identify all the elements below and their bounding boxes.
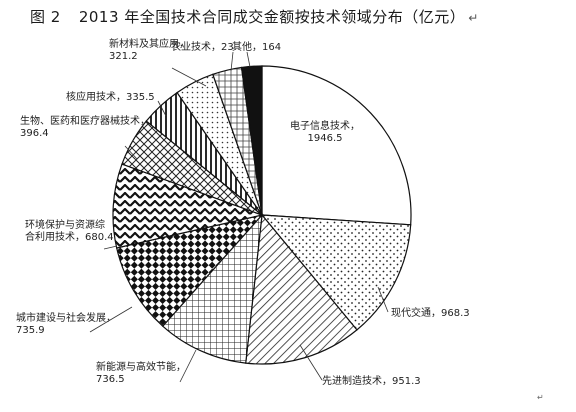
paragraph-mark: ↵ — [468, 11, 479, 25]
slice-label: 现代交通，968.3 — [391, 306, 470, 319]
slice-label: 环境保护与资源综合利用技术，680.4 — [25, 218, 114, 243]
figure-number: 图 2 — [30, 8, 61, 26]
leader-line — [179, 349, 197, 383]
slice-label: 新材料及其应用， 321.2 — [109, 37, 189, 62]
slice-labels: 电子信息技术， 1946.5 现代交通，968.3 先进制造技术，951.3 新能源与高… — [16, 37, 470, 387]
pie-slice — [260, 214, 412, 331]
slice-label: 新能源与高效节能， 736.5 — [96, 360, 186, 385]
leader-line — [124, 145, 138, 160]
leader-line — [171, 67, 207, 87]
leader-line — [89, 306, 133, 333]
leader-line — [103, 245, 118, 250]
leader-line — [246, 51, 251, 68]
pie-slice — [240, 65, 263, 216]
slice-label: 核应用技术，335.5 — [66, 90, 155, 103]
leader-lines — [89, 51, 389, 383]
leader-line — [377, 286, 389, 313]
pie-slice — [161, 213, 263, 364]
pie-slice — [261, 65, 412, 226]
slice-label: 电子信息技术， 1946.5 — [290, 119, 360, 144]
end-mark: ↵ — [537, 393, 544, 402]
leader-line — [157, 100, 167, 117]
slice-label: 先进制造技术，951.3 — [322, 374, 421, 387]
chart-title: 2013 年全国技术合同成交金额按技术领域分布（亿元） — [78, 8, 466, 26]
figure-title: 图 2 2013 年全国技术合同成交金额按技术领域分布（亿元） ↵ — [30, 6, 479, 27]
slice-label: 生物、医药和医疗器械技术， 396.4 — [20, 114, 150, 139]
leader-line — [299, 344, 323, 381]
pie-slices — [112, 65, 412, 365]
pie-slice — [115, 213, 264, 328]
slice-label: 农业技术，23 — [171, 40, 234, 53]
leader-line — [230, 51, 234, 72]
slice-label: 城市建设与社会发展， 735.9 — [16, 311, 116, 336]
slice-label: 其他，164 — [232, 40, 281, 53]
pie-slice — [245, 213, 358, 365]
